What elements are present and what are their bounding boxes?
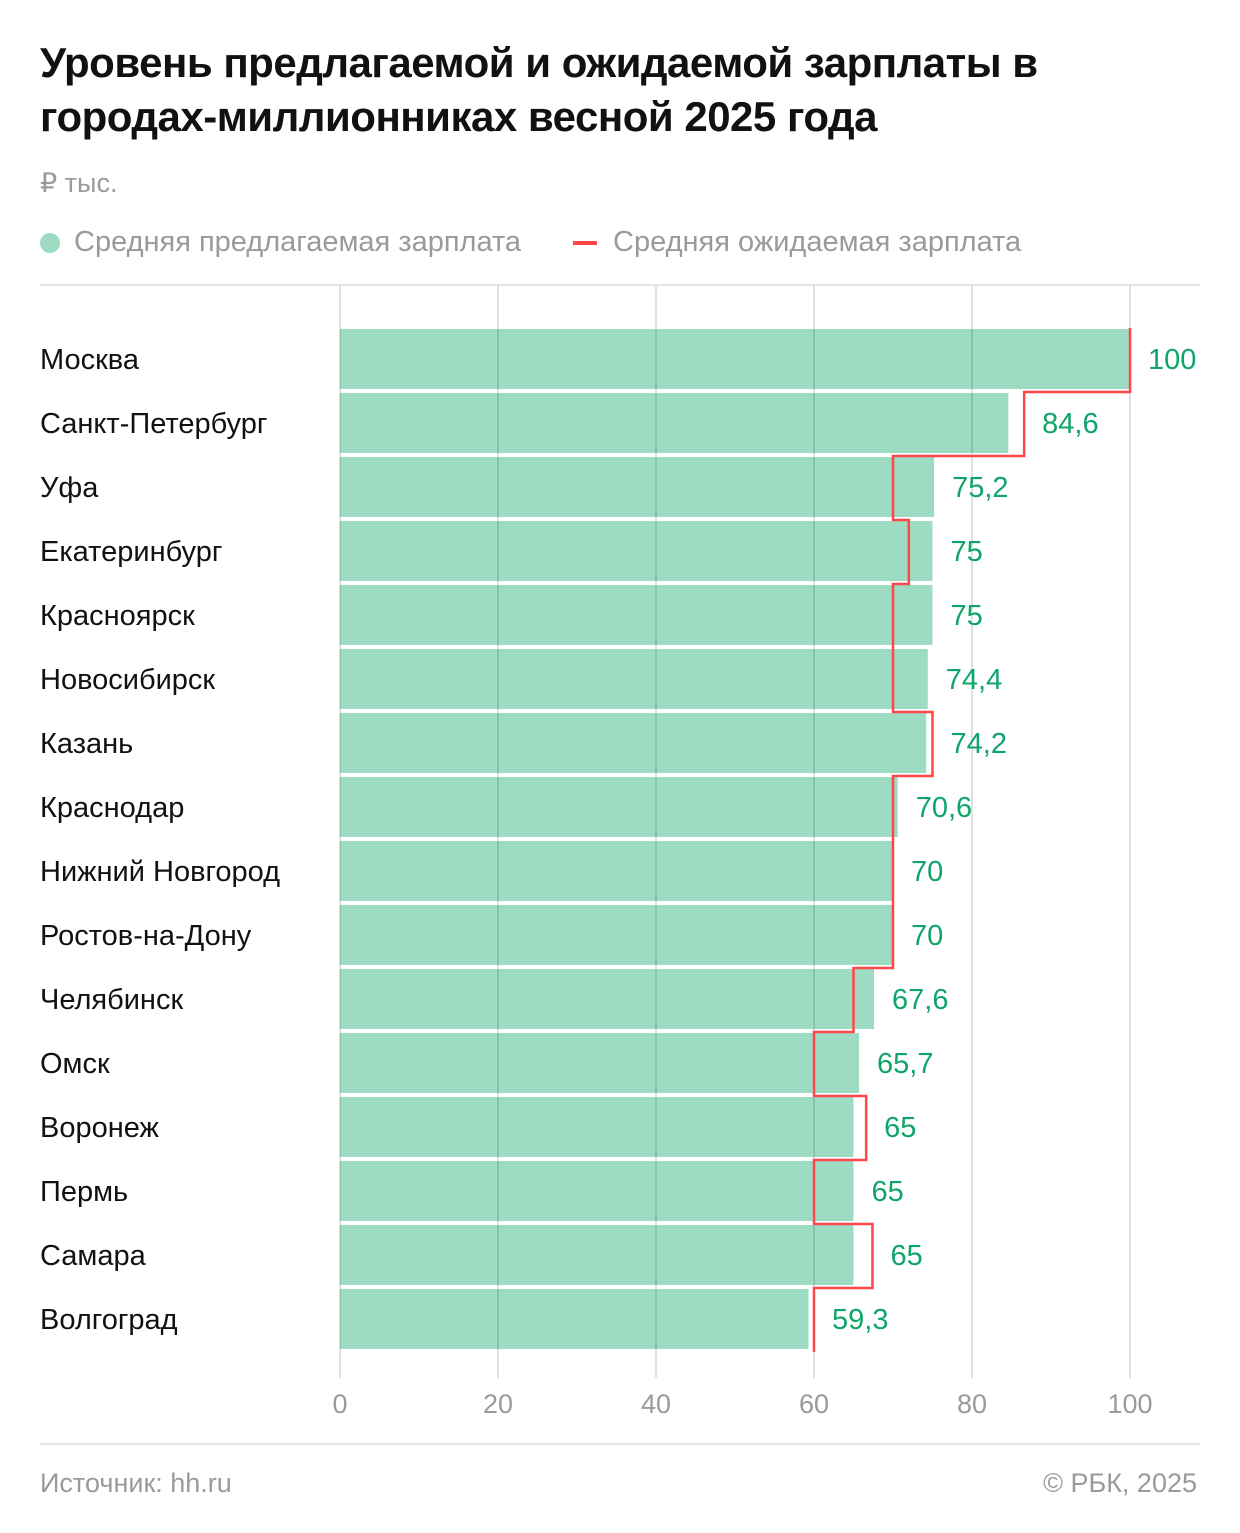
value-label: 65 (890, 1240, 922, 1272)
value-label: 70 (911, 856, 943, 888)
bar-offered (340, 457, 935, 517)
bar-offered (340, 329, 1130, 389)
value-label: 75 (951, 600, 983, 632)
category-label: Санкт-Петербург (40, 408, 267, 440)
bar-offered (340, 1097, 854, 1157)
category-label: Екатеринбург (40, 536, 222, 568)
bar-offered (340, 905, 893, 965)
bottom-divider (40, 1443, 1200, 1445)
legend: Средняя предлагаемая зарплата Средняя ож… (40, 226, 1021, 259)
value-label: 70,6 (916, 792, 972, 824)
category-label: Пермь (40, 1176, 128, 1208)
category-label: Волгоград (40, 1304, 178, 1336)
value-label: 100 (1148, 344, 1196, 376)
legend-offered-label: Средняя предлагаемая зарплата (74, 226, 522, 258)
value-label: 75 (951, 536, 983, 568)
x-tick-label: 60 (799, 1389, 829, 1419)
x-tick-label: 0 (332, 1389, 347, 1419)
value-label: 67,6 (892, 984, 948, 1016)
source: Источник: hh.ru (40, 1468, 232, 1498)
unit-label: ₽ тыс. (40, 168, 118, 198)
value-label: 70 (911, 920, 943, 952)
bar-offered (340, 713, 927, 773)
value-label: 74,2 (951, 728, 1007, 760)
bar-offered (340, 1161, 854, 1221)
bar-offered (340, 585, 933, 645)
legend-expected-swatch (573, 240, 598, 245)
bar-offered (340, 841, 893, 901)
expected-salary-step-line (812, 328, 1132, 1352)
bar-offered (340, 649, 928, 709)
category-label: Уфа (40, 472, 99, 504)
x-tick-label: 80 (957, 1389, 987, 1419)
value-label: 65,7 (877, 1048, 933, 1080)
category-label: Краснодар (40, 792, 184, 824)
value-label: 75,2 (952, 472, 1008, 504)
value-label: 84,6 (1042, 408, 1098, 440)
bar-offered (340, 969, 875, 1029)
category-label: Казань (40, 728, 133, 760)
category-label: Самара (40, 1240, 147, 1272)
bar-offered (340, 777, 898, 837)
value-label: 74,4 (946, 664, 1002, 696)
x-tick-label: 100 (1107, 1389, 1152, 1419)
category-label: Новосибирск (40, 664, 215, 696)
copyright: © РБК, 2025 (1043, 1468, 1197, 1498)
bar-offered (340, 1225, 854, 1285)
category-label: Нижний Новгород (40, 856, 280, 888)
top-divider (40, 284, 1200, 286)
legend-offered-swatch (40, 232, 60, 253)
category-label: Челябинск (40, 984, 183, 1016)
bar-offered (340, 1033, 860, 1093)
bar-offered (340, 393, 1009, 453)
value-label: 65 (884, 1112, 916, 1144)
category-label: Москва (40, 344, 140, 376)
bar-offered (340, 1289, 809, 1349)
chart-title: Уровень предлагаемой и ожидаемой зарплат… (40, 39, 1038, 140)
x-tick-label: 20 (483, 1389, 513, 1419)
category-label: Омск (40, 1048, 110, 1080)
category-label: Ростов-на-Дону (40, 920, 252, 952)
bar-offered (340, 521, 933, 581)
value-label: 59,3 (832, 1304, 888, 1336)
legend-expected-label: Средняя ожидаемая зарплата (613, 226, 1022, 258)
category-label: Красноярск (40, 600, 195, 632)
category-label: Воронеж (40, 1112, 160, 1144)
value-label: 65 (872, 1176, 904, 1208)
x-tick-label: 40 (641, 1389, 671, 1419)
